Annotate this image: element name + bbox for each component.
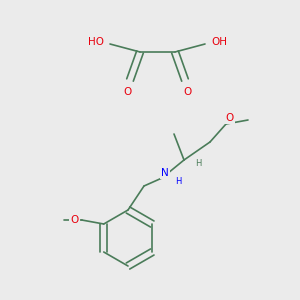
Text: H: H — [195, 160, 201, 169]
Text: O: O — [70, 215, 79, 225]
Text: H: H — [175, 176, 181, 185]
Text: O: O — [124, 87, 132, 97]
Text: O: O — [184, 87, 192, 97]
Text: OH: OH — [211, 37, 227, 47]
Text: N: N — [161, 168, 169, 178]
Text: HO: HO — [88, 37, 104, 47]
Text: O: O — [226, 113, 234, 123]
